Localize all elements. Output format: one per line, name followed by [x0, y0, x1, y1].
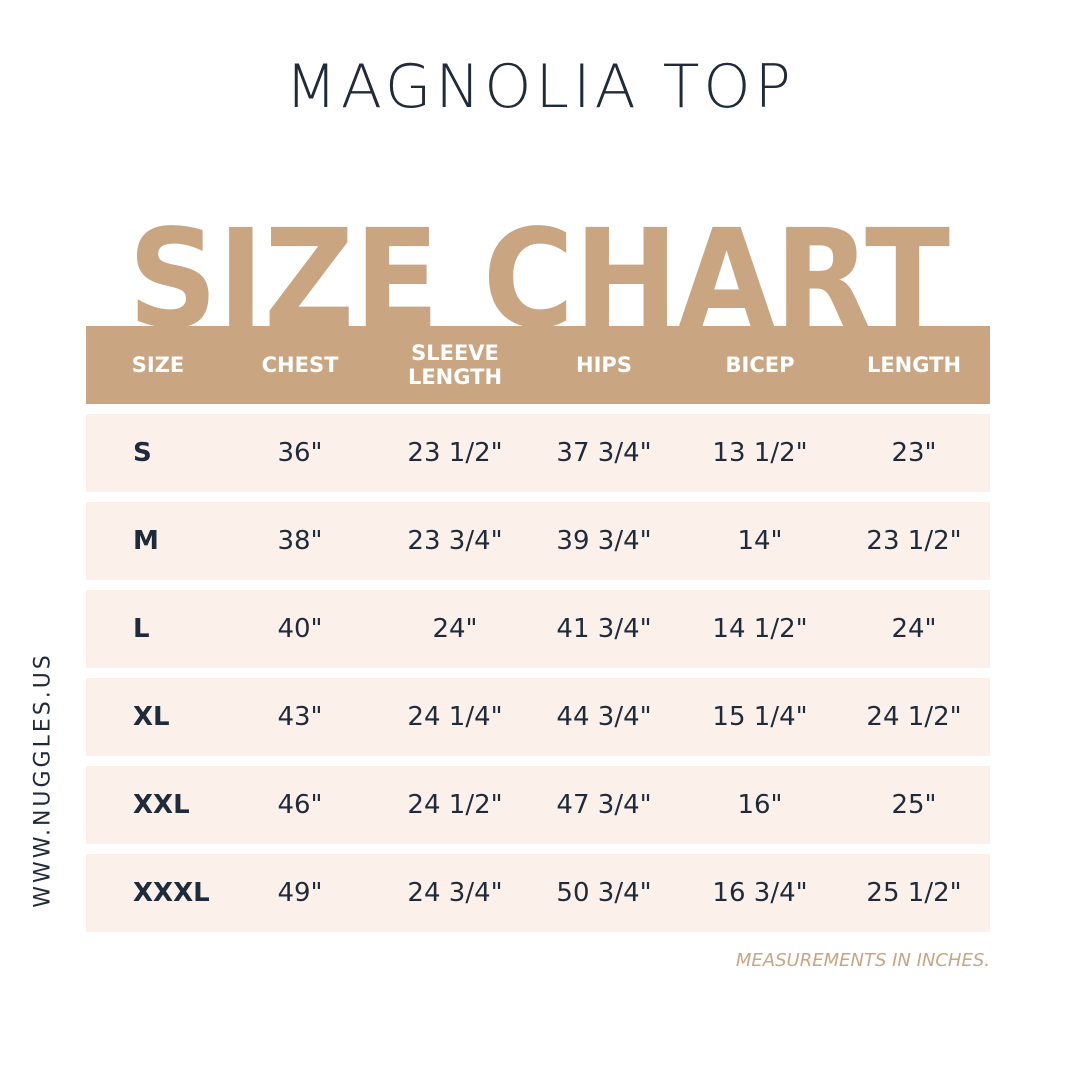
- measurement: 23 1/2": [407, 438, 503, 468]
- measurement: 25 1/2": [866, 878, 962, 908]
- measurement: 24 1/4": [407, 702, 503, 732]
- table-row: XXXL 49" 24 3/4" 50 3/4" 16 3/4" 25 1/2": [86, 854, 990, 932]
- measurement: 16 3/4": [712, 878, 808, 908]
- measurement: 38": [277, 526, 323, 556]
- title: MAGNOLIA TOP: [285, 52, 795, 122]
- table-header: SIZE CHEST SLEEVE LENGTH HIPS BICEP LENGTH: [86, 326, 990, 404]
- size-label: XXXL: [133, 878, 210, 908]
- measurement: 24 3/4": [407, 878, 503, 908]
- measurement: 24": [891, 614, 937, 644]
- measurement: 43": [277, 702, 323, 732]
- measurement: 23": [891, 438, 937, 468]
- measurement: 37 3/4": [556, 438, 652, 468]
- measurement: 14 1/2": [712, 614, 808, 644]
- size-label: L: [133, 614, 150, 644]
- column-header: CHEST: [261, 353, 339, 377]
- measurement: 23 1/2": [866, 526, 962, 556]
- table-row: XXL 46" 24 1/2" 47 3/4" 16" 25": [86, 766, 990, 844]
- column-header: SLEEVE LENGTH: [407, 341, 503, 389]
- measurement: 41 3/4": [556, 614, 652, 644]
- heading-graphic: SIZE CHART: [128, 201, 950, 340]
- measurement: 47 3/4": [556, 790, 652, 820]
- measurement: 13 1/2": [712, 438, 808, 468]
- column-header: BICEP: [725, 353, 795, 377]
- measurement: 49": [277, 878, 323, 908]
- table-row: S 36" 23 1/2" 37 3/4" 13 1/2" 23": [86, 414, 990, 492]
- measurement: 44 3/4": [556, 702, 652, 732]
- table-row: XL 43" 24 1/4" 44 3/4" 15 1/4" 24 1/2": [86, 678, 990, 756]
- column-header: HIPS: [576, 353, 632, 377]
- column-header: SIZE: [131, 353, 185, 377]
- measurement: 14": [737, 526, 783, 556]
- size-label: XXL: [133, 790, 190, 820]
- measurement: 40": [277, 614, 323, 644]
- measurement: 24 1/2": [407, 790, 503, 820]
- footnote: MEASUREMENTS IN INCHES.: [735, 950, 990, 971]
- measurement: 36": [277, 438, 323, 468]
- column-header: LENGTH: [866, 353, 962, 377]
- website: WWW.NUGGLES.US: [30, 652, 56, 908]
- measurement: 46": [277, 790, 323, 820]
- measurement: 39 3/4": [556, 526, 652, 556]
- size-label: M: [133, 526, 159, 556]
- heading: SIZE CHART: [128, 201, 950, 340]
- size-label: S: [133, 438, 152, 468]
- measurement: 24": [432, 614, 478, 644]
- table-row: L 40" 24" 41 3/4" 14 1/2" 24": [86, 590, 990, 668]
- measurement: 50 3/4": [556, 878, 652, 908]
- measurement: 16": [737, 790, 783, 820]
- size-label: XL: [133, 702, 170, 732]
- measurement: 23 3/4": [407, 526, 503, 556]
- measurement: 15 1/4": [712, 702, 808, 732]
- measurement: 25": [891, 790, 937, 820]
- table-row: M 38" 23 3/4" 39 3/4" 14" 23 1/2": [86, 502, 990, 580]
- measurement: 24 1/2": [866, 702, 962, 732]
